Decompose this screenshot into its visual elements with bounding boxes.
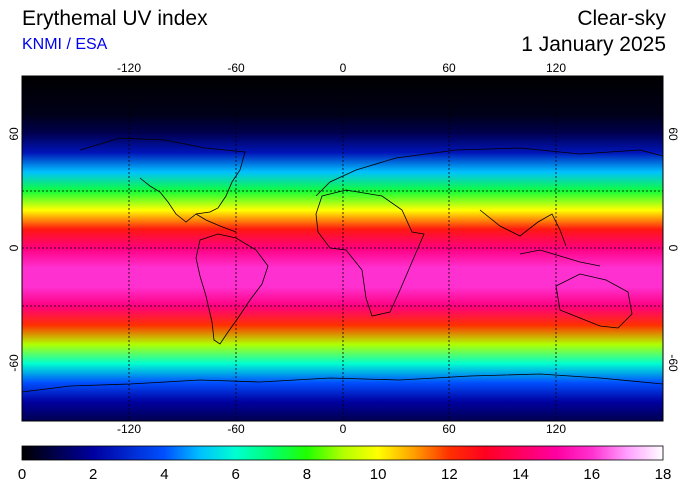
bottom-lon-ticks: -120 -60 0 60 120 <box>117 422 566 436</box>
colorbar-labels: 0 2 4 6 8 10 12 14 16 18 <box>18 466 672 483</box>
lat-tick-label: 60 <box>666 127 680 141</box>
africa-coast <box>315 189 425 317</box>
lon-tick-label: 60 <box>442 422 456 436</box>
map-date: 1 January 2025 <box>521 33 666 56</box>
colorbar-label: 4 <box>160 466 168 483</box>
lon-tick-label: 0 <box>340 422 347 436</box>
left-lat-ticks: 60 0 -60 <box>7 127 21 372</box>
antarctica-coast <box>22 373 663 393</box>
colorbar-label: 18 <box>655 466 672 483</box>
graticule <box>22 76 663 421</box>
lon-tick-label: -120 <box>117 61 141 75</box>
lon-tick-label: -120 <box>117 422 141 436</box>
coastlines <box>22 137 663 393</box>
uv-field <box>22 76 663 421</box>
caribbean-coast <box>195 213 237 233</box>
colorbar-label: 0 <box>18 466 26 483</box>
lon-tick-label: -60 <box>227 422 245 436</box>
colorbar-label: 2 <box>89 466 97 483</box>
right-lat-ticks: 60 0 -60 <box>666 127 680 372</box>
lat-tick-label: 0 <box>7 244 21 251</box>
lon-tick-label: 120 <box>546 422 566 436</box>
colorbar-label: 12 <box>441 466 458 483</box>
south-america-coast <box>195 233 269 345</box>
lon-tick-label: -60 <box>227 61 245 75</box>
lon-tick-label: 120 <box>546 61 566 75</box>
australia-coast <box>555 273 633 329</box>
colorbar <box>21 445 664 461</box>
map-frame <box>21 75 664 422</box>
lat-tick-label: 0 <box>666 245 680 252</box>
source-credit: KNMI / ESA <box>22 36 108 53</box>
colorbar-label: 10 <box>370 466 387 483</box>
colorbar-label: 16 <box>583 466 600 483</box>
colorbar-label: 8 <box>303 466 311 483</box>
sky-condition-label: Clear-sky <box>577 7 666 30</box>
lon-tick-label: 0 <box>340 61 347 75</box>
north-america-coast <box>79 137 246 223</box>
colorbar-label: 14 <box>512 466 529 483</box>
colorbar-label: 6 <box>231 466 239 483</box>
maritime-continent-coast <box>519 249 601 267</box>
map-title: Erythemal UV index <box>22 7 208 30</box>
lat-tick-label: -60 <box>7 354 21 372</box>
top-lon-ticks: -120 -60 0 60 120 <box>117 61 566 75</box>
lat-tick-label: 60 <box>7 127 21 141</box>
lon-tick-label: 60 <box>442 61 456 75</box>
europe-asia-coast <box>315 147 663 247</box>
lat-tick-label: -60 <box>666 354 680 372</box>
